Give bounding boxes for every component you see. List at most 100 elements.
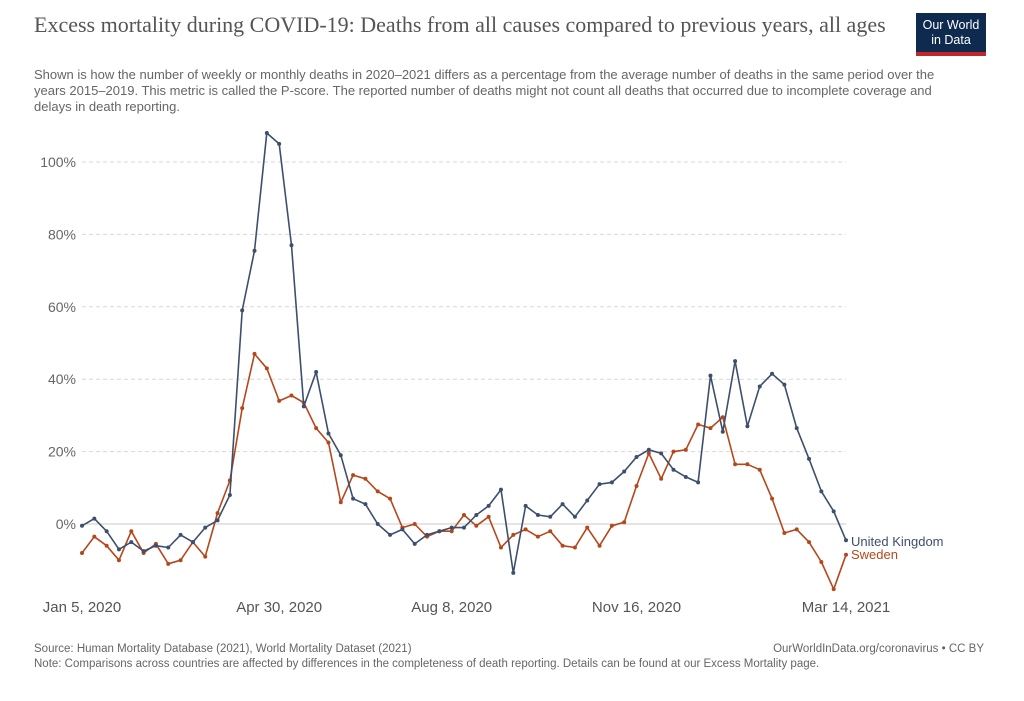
data-point	[240, 308, 245, 313]
data-point	[141, 549, 146, 554]
data-point	[153, 543, 158, 548]
data-point	[597, 543, 602, 548]
x-tick-label: Aug 8, 2020	[411, 599, 492, 616]
data-point	[375, 489, 380, 494]
data-point	[412, 541, 417, 546]
data-point	[733, 359, 738, 364]
data-point	[92, 516, 97, 521]
data-point	[80, 550, 84, 555]
data-point	[129, 540, 134, 545]
data-point	[585, 498, 590, 503]
data-point	[449, 525, 454, 530]
data-point	[757, 384, 762, 389]
logo-line2: in Data	[931, 33, 971, 47]
source-text: Source: Human Mortality Database (2021),…	[34, 643, 412, 655]
data-point	[498, 545, 503, 550]
data-point	[388, 496, 393, 501]
data-point	[782, 382, 787, 387]
data-point	[819, 560, 824, 565]
data-point	[831, 587, 836, 592]
data-point	[585, 525, 590, 530]
x-tick-label: Mar 14, 2021	[802, 599, 890, 616]
data-point	[560, 543, 565, 548]
data-point	[425, 532, 430, 537]
data-point	[609, 523, 614, 528]
data-point	[412, 522, 417, 526]
data-point	[782, 531, 787, 536]
data-point	[338, 500, 343, 505]
data-point	[622, 469, 627, 474]
x-tick-label: Apr 30, 2020	[236, 599, 322, 616]
data-point	[708, 426, 713, 431]
data-point	[807, 456, 812, 461]
data-point	[264, 131, 269, 136]
data-point	[104, 543, 109, 548]
data-point	[104, 529, 109, 534]
data-point	[486, 514, 491, 519]
data-point	[720, 415, 725, 420]
data-point	[733, 462, 738, 467]
series-line-sweden	[81, 353, 847, 591]
data-point	[523, 503, 528, 508]
data-point	[794, 527, 799, 532]
y-tick-label: 80%	[48, 226, 76, 242]
data-point	[203, 525, 208, 530]
data-point	[277, 398, 282, 403]
data-point	[560, 502, 565, 507]
data-point	[609, 480, 614, 485]
note-text: Note: Comparisons across countries are a…	[34, 658, 820, 670]
data-point	[819, 489, 824, 494]
data-point	[215, 518, 220, 523]
data-point	[535, 512, 540, 517]
data-point	[400, 527, 405, 532]
data-point	[326, 440, 331, 445]
chart-title: Excess mortality during COVID-19: Deaths…	[34, 12, 886, 37]
data-point	[363, 476, 368, 481]
data-point	[807, 540, 812, 545]
data-point	[289, 393, 294, 398]
data-point	[474, 523, 479, 528]
data-point	[116, 547, 121, 552]
data-point	[166, 561, 171, 566]
footer-link[interactable]: OurWorldInData.org/coronavirus • CC BY	[773, 643, 984, 655]
series-label-uk: United Kingdom	[851, 534, 944, 549]
y-tick-label: 20%	[48, 444, 76, 460]
data-point	[770, 496, 775, 501]
data-point	[314, 426, 319, 431]
data-point	[178, 558, 183, 563]
x-tick-label: Nov 16, 2020	[592, 599, 681, 616]
owid-logo[interactable]: Our World in Data	[916, 13, 986, 56]
data-point	[166, 545, 171, 550]
data-point	[597, 482, 602, 487]
data-point	[757, 467, 762, 472]
data-point	[696, 422, 701, 427]
data-point	[277, 141, 282, 146]
data-point	[535, 534, 540, 539]
data-point	[203, 554, 208, 559]
y-tick-label: 0%	[56, 516, 76, 532]
data-point	[462, 525, 466, 530]
x-tick-label: Jan 5, 2020	[43, 599, 121, 616]
data-point	[240, 406, 245, 411]
data-point	[745, 424, 750, 429]
data-point	[264, 366, 269, 371]
data-point	[646, 451, 651, 456]
data-point	[351, 496, 356, 501]
data-point	[720, 429, 725, 434]
data-point	[363, 502, 368, 507]
data-point	[375, 522, 380, 526]
data-point	[548, 514, 553, 519]
data-point	[116, 558, 121, 563]
data-point	[572, 545, 577, 550]
data-point	[708, 373, 713, 378]
data-point	[622, 520, 627, 525]
data-point	[511, 570, 516, 575]
data-point	[80, 523, 84, 528]
data-point	[844, 538, 848, 543]
data-point	[659, 451, 664, 456]
data-point	[523, 527, 528, 532]
data-point	[486, 503, 491, 508]
data-point	[474, 512, 479, 517]
chart-subtitle: Shown is how the number of weekly or mon…	[34, 67, 935, 114]
